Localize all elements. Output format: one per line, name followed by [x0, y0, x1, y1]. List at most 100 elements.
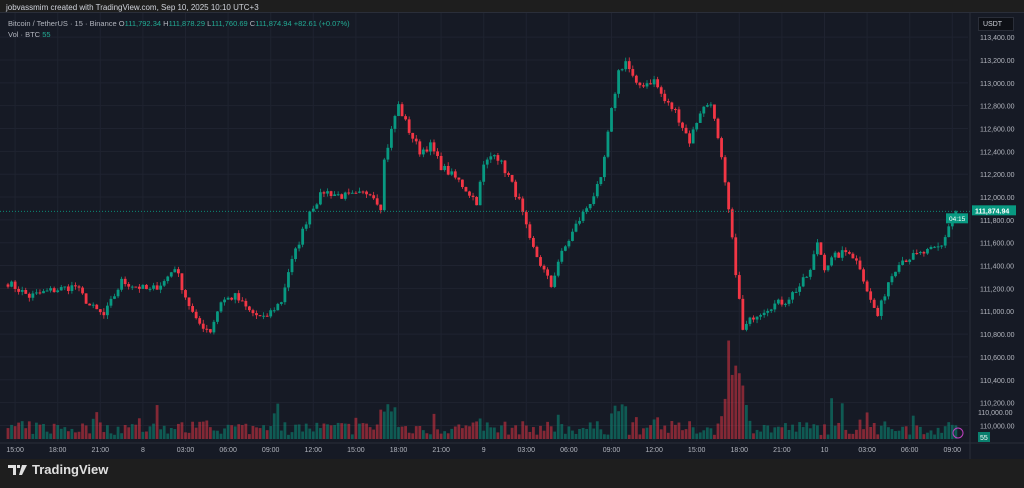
candle-body [45, 290, 49, 292]
candle-body [762, 312, 766, 316]
lightning-icon[interactable] [952, 427, 964, 439]
candle-body [52, 288, 56, 293]
candle-body [794, 291, 798, 293]
candle-body [507, 173, 510, 175]
candle-body [258, 315, 262, 317]
candle-body [532, 237, 535, 247]
candle-body [272, 310, 276, 312]
volume-bar [567, 426, 571, 439]
volume-bar [549, 426, 553, 439]
high-label: H [163, 19, 169, 28]
x-tick-label: 03:00 [518, 447, 536, 454]
low-value: 111,760.69 [211, 19, 248, 28]
close-value: 111,874.94 [255, 19, 292, 28]
tradingview-logo[interactable]: TradingView [8, 462, 108, 477]
volume-bar [560, 424, 564, 439]
x-tick-label: 06:00 [560, 447, 578, 454]
volume-bar [216, 430, 219, 439]
volume-bar [748, 420, 752, 439]
symbol-label[interactable]: Bitcoin / TetherUS · 15 · Binance [8, 19, 117, 28]
candle-body [791, 292, 794, 300]
volume-label[interactable]: Vol · BTC [8, 30, 41, 39]
chart-area[interactable]: 113,400.00 113,200.00 113,000.00 112,800.00… [0, 12, 1024, 459]
y-tick-label: 112,200.00 [980, 172, 1015, 179]
volume-bar [429, 434, 432, 439]
candle-body [184, 290, 187, 298]
volume-bar [279, 430, 283, 439]
candle-body [471, 195, 475, 197]
volume-bar [208, 427, 212, 439]
volume-bar [943, 426, 947, 439]
candle-body [478, 181, 482, 206]
candle-body [446, 165, 450, 175]
candle-body [88, 303, 92, 306]
volume-bar [784, 423, 787, 439]
volume-bar [901, 426, 904, 439]
volume-bar [446, 433, 450, 439]
volume-bar [468, 426, 471, 439]
candle-body [205, 328, 209, 330]
candle-body [38, 292, 42, 294]
candle-body [130, 286, 134, 288]
candle-body [695, 122, 699, 130]
candle-body [496, 155, 500, 161]
volume-bar [407, 432, 411, 439]
volume-bar [443, 431, 447, 439]
volume-bar [390, 411, 393, 439]
volume-bar [184, 432, 187, 439]
candle-body [464, 187, 468, 192]
brand-name: TradingView [32, 462, 109, 477]
volume-bar [595, 421, 599, 439]
candle-body [450, 171, 454, 175]
candle-body [936, 246, 940, 248]
volume-bar [720, 416, 723, 439]
volume-bar [847, 433, 851, 439]
candle-body [812, 254, 816, 270]
volume-bar [368, 427, 372, 439]
volume-bar [840, 403, 844, 439]
volume-bar [102, 432, 106, 439]
volume-bar [553, 431, 557, 439]
candle-body [219, 302, 223, 312]
volume-bar [897, 430, 901, 439]
volume-bar [379, 409, 383, 439]
candle-body [876, 307, 880, 316]
x-tick-label: 03:00 [177, 447, 195, 454]
volume-bar [152, 423, 155, 439]
candle-body [386, 147, 390, 160]
candle-body [872, 299, 876, 308]
y-tick-label: 112,000.00 [980, 195, 1015, 202]
candle-body [847, 252, 851, 254]
candle-body [691, 129, 695, 144]
volume-bar [610, 413, 613, 439]
y-tick-label: 110,200.00 [980, 401, 1015, 408]
volume-bar [84, 425, 88, 439]
candle-body [720, 138, 723, 158]
currency-selector[interactable]: USDT [978, 17, 1014, 31]
candle-body [702, 106, 706, 114]
candle-body [560, 250, 564, 262]
candle-body [567, 240, 571, 247]
candle-body [152, 285, 155, 289]
candle-body [833, 252, 837, 258]
candle-body [730, 209, 734, 238]
volume-bar [603, 434, 606, 439]
open-value: 111,792.34 [124, 19, 162, 28]
volume-bar [91, 418, 95, 439]
candlestick-chart[interactable]: 113,400.00 113,200.00 113,000.00 112,800.00… [0, 13, 1024, 459]
candle-body [773, 303, 777, 310]
volume-bar [716, 423, 720, 439]
candle-body [571, 231, 574, 241]
volume-bar [421, 430, 425, 439]
volume-bar [386, 404, 390, 439]
volume-bar [319, 428, 322, 439]
close-label: C [249, 19, 256, 28]
candle-body [755, 316, 759, 320]
volume-bar [212, 430, 216, 439]
volume-bar [588, 422, 592, 439]
volume-bar [833, 425, 837, 439]
volume-bar [713, 434, 716, 439]
volume-bar [936, 427, 940, 439]
volume-bar [20, 421, 24, 439]
candle-body [581, 211, 585, 221]
